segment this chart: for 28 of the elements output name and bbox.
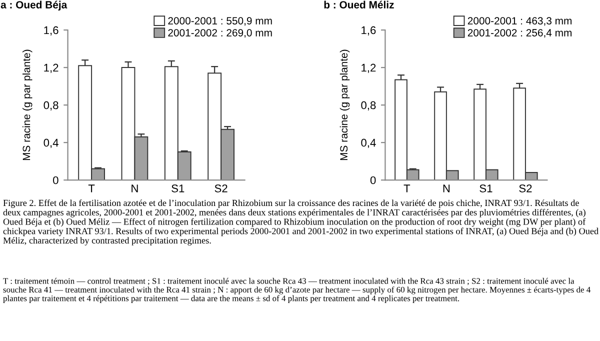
y-tick-label: 0,4 (44, 138, 58, 148)
y-axis-title: MS racine (g par plante) (22, 50, 32, 160)
y-tick-label: 0,8 (44, 101, 58, 110)
x-tick-label: T (404, 184, 410, 192)
caption: Figure 2. Effet de la fertilisation azotée et de l’inoculation par Rhizobium sur la croissance des racines de la variété de pois chiche, INRAT 93/1. Résultats de deux campagnes agricoles, 2000-2001 et 2001-2002, menées dans deux stations expérimentales de l’INRAT caractérisées par des pluviométries différentes, (a) Oued Béja et (b) Oued Méliz — Effect of nitrogen fertilization compared to Rhizobium inoculation on the production of root dry weight (mg DW per plant) of chickpea variety INRAT 93/1. Results of two experimental periods 2000-2001 and 2001-2002 in two experimental stations of INRAT, (a) Oued Béja and (b) Oued Méliz, characterized by contrasted precipitation regimes. (3, 199, 598, 246)
y-tick-label: 1,2 (44, 64, 58, 73)
y-tick-label: 0 (53, 176, 58, 184)
y-tick-label: 1,6 (44, 26, 58, 36)
x-tick-label: S2 (519, 184, 532, 192)
legend-label: 2001-2002 : 269,0 mm (168, 29, 272, 38)
chart-title: b : Oued Méliz (324, 0, 394, 8)
chart-title: a : Oued Béja (0, 0, 68, 11)
y-tick-label: 1,6 (362, 26, 376, 36)
y-tick-label: 0 (370, 176, 376, 184)
legend-label: 2000-2001 : 463,3 mm (468, 17, 572, 26)
x-tick-label: S1 (172, 184, 184, 192)
y-tick-label: 0,8 (361, 101, 376, 110)
x-tick-label: S1 (480, 184, 492, 192)
legend-label: 2001-2002 : 256,4 mm (468, 29, 572, 38)
y-tick-label: 1,2 (362, 64, 376, 73)
x-tick-label: S2 (214, 184, 228, 192)
y-tick-label: 0,4 (361, 138, 376, 148)
x-tick-label: T (88, 184, 95, 192)
text: T : traitement témoin — control treatment ; S1 : traitement inoculé avec la souche Rca 43 — treatment inoculated with the Rca 43 strain ; S2 : traitement inoculé avec la souche Rca 41 — treatment inoculated with the Rca 41 strain ; N : apport de 60 kg d’azote par hectare — supply of 60 kg nitrogen per hectare. Moyennes ± écarts-types de 4 plantes par traitement et 4 répétitions par traitement — data are the means ± sd of 4 plants per treatment and 4 replicates per treatment. (3, 278, 590, 303)
y-axis-title: MS racine (g par plante) (340, 50, 350, 160)
x-tick-label: N (132, 184, 138, 192)
legend-label: 2000-2001 : 550,9 mm (168, 17, 272, 26)
x-tick-label: N (443, 184, 450, 192)
